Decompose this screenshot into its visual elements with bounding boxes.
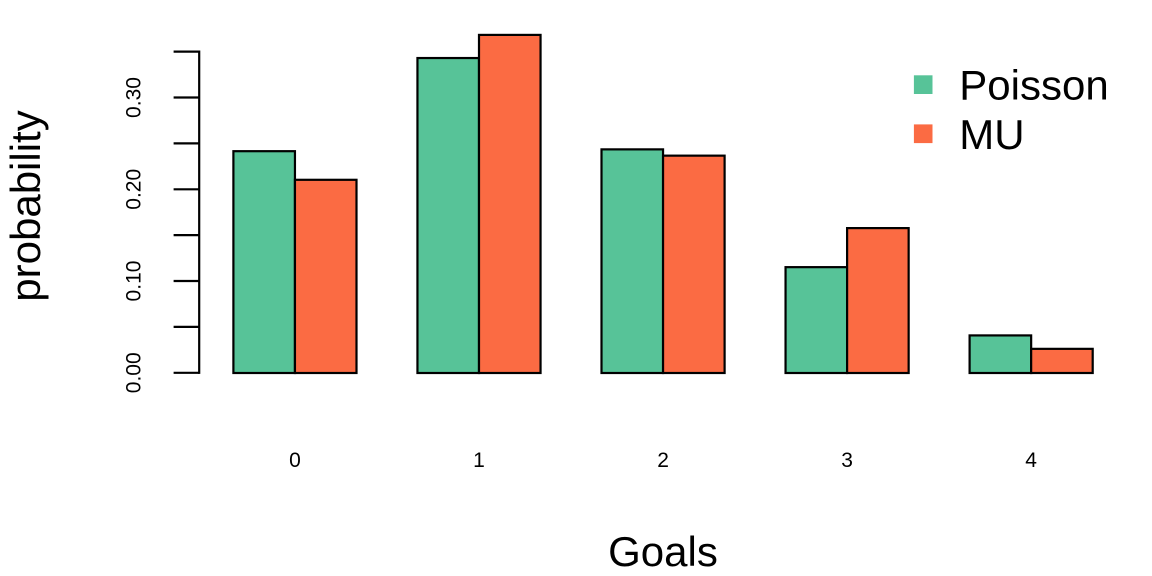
svg-text:2: 2 <box>657 449 669 472</box>
svg-text:0.10: 0.10 <box>123 261 146 302</box>
svg-text:0.30: 0.30 <box>123 77 146 118</box>
svg-text:1: 1 <box>473 449 485 472</box>
svg-text:0: 0 <box>289 449 301 472</box>
svg-text:0.20: 0.20 <box>123 169 146 210</box>
svg-text:MU: MU <box>959 111 1024 158</box>
svg-text:0.00: 0.00 <box>123 352 146 393</box>
svg-text:Poisson: Poisson <box>959 61 1108 108</box>
svg-text:Goals: Goals <box>608 528 718 575</box>
svg-text:probability: probability <box>2 110 49 301</box>
svg-text:4: 4 <box>1025 449 1037 472</box>
svg-text:3: 3 <box>841 449 853 472</box>
